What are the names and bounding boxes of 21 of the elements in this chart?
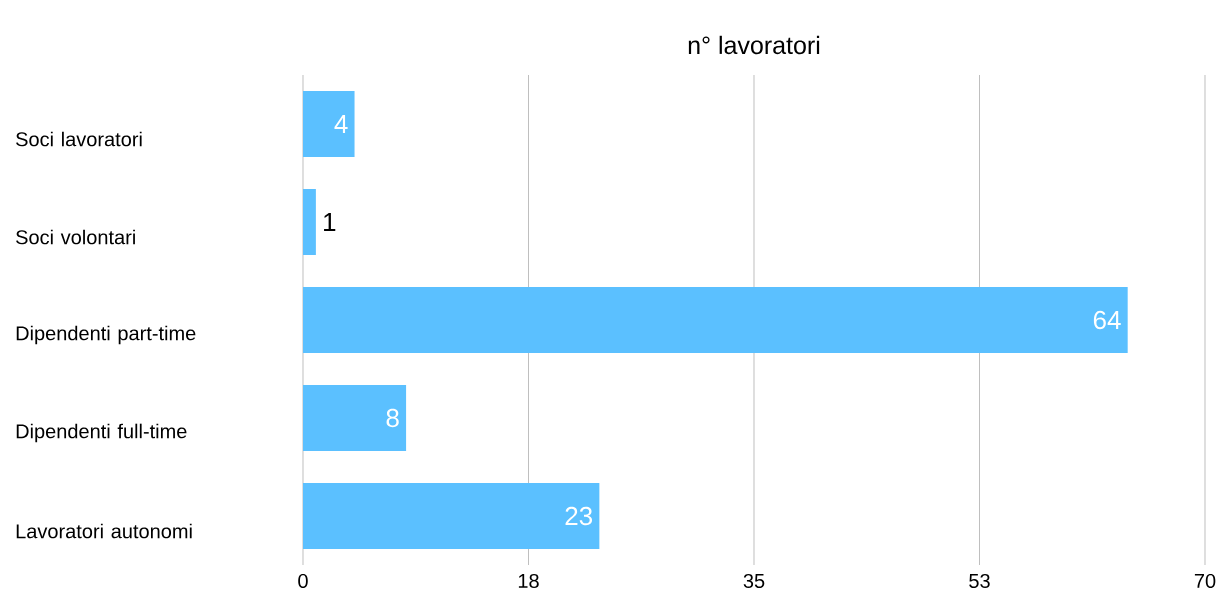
bar [303,91,355,157]
data-label: 1 [324,213,336,231]
x-tick-label: 0 [298,573,308,589]
y-tick-label: Dipendenti full-time [16,423,187,443]
bar [303,287,1128,354]
y-tick-label: Dipendenti part-time [16,325,196,345]
chart-title: n° lavoratori [688,35,820,55]
bar [303,483,600,550]
y-tick-label: Soci lavoratori [16,131,142,147]
data-label: 23 [565,506,593,526]
x-tick-label: 35 [743,573,765,589]
y-tick-label: Lavoratori autonomi [16,523,192,539]
y-tick-label: Soci volontari [16,229,135,245]
x-tick-label: 70 [1194,573,1216,589]
bar [303,189,316,255]
bar [303,385,407,451]
data-label: 8 [386,408,399,428]
x-tick-label: 53 [969,573,990,589]
x-tick-label: 18 [518,573,539,589]
data-label: 4 [334,115,348,133]
data-label: 64 [1093,310,1121,330]
